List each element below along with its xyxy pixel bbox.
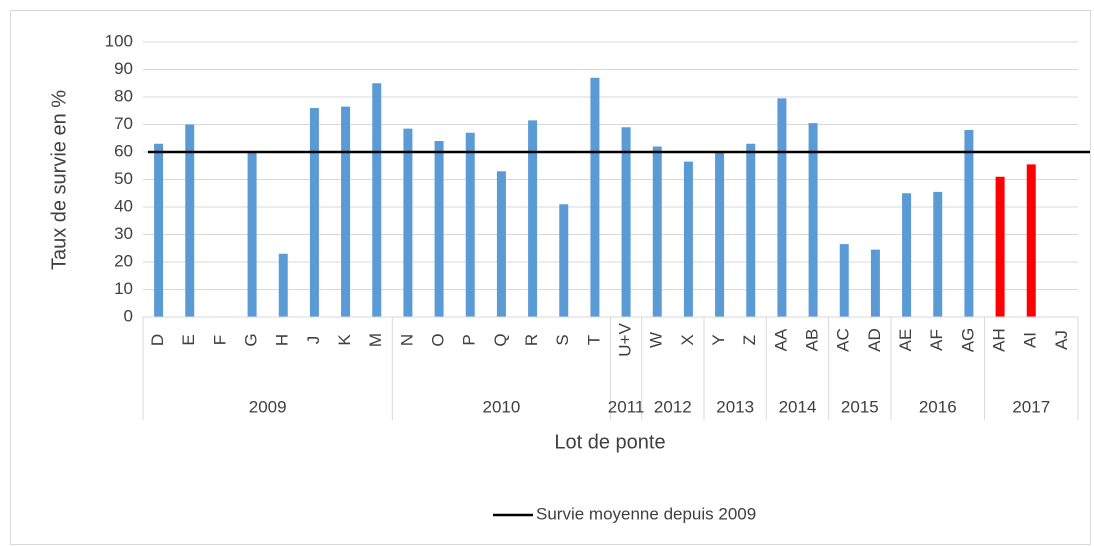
x-tick-label: T xyxy=(584,335,603,345)
x-tick-label: G xyxy=(242,333,261,346)
x-tick-label: P xyxy=(460,334,479,345)
group-label: 2015 xyxy=(841,397,879,416)
y-tick-label: 10 xyxy=(114,279,133,298)
x-tick-label: W xyxy=(647,332,666,348)
bar xyxy=(154,143,164,317)
y-tick-label: 30 xyxy=(114,224,133,243)
bar xyxy=(808,123,818,317)
y-axis-title: Taux de survie en % xyxy=(48,90,70,270)
x-tick-label: Z xyxy=(740,335,759,345)
group-label: 2017 xyxy=(1012,397,1050,416)
y-tick-label: 70 xyxy=(114,114,133,133)
x-tick-label: Y xyxy=(709,334,728,345)
y-tick-label: 100 xyxy=(105,31,133,50)
group-label: 2014 xyxy=(779,397,817,416)
x-tick-label: AB xyxy=(803,329,822,352)
x-tick-label: AG xyxy=(958,328,977,353)
y-tick-label: 20 xyxy=(114,251,133,270)
legend-label: Survie moyenne depuis 2009 xyxy=(536,504,756,523)
x-tick-label: AF xyxy=(927,329,946,351)
bar xyxy=(652,146,662,317)
y-tick-label: 40 xyxy=(114,196,133,215)
x-tick-label: R xyxy=(522,334,541,346)
group-label: 2011 xyxy=(608,397,645,416)
x-tick-label: E xyxy=(179,334,198,345)
x-tick-label: F xyxy=(210,335,229,345)
bar xyxy=(278,253,288,317)
group-label: 2009 xyxy=(249,397,287,416)
y-tick-label: 60 xyxy=(114,141,133,160)
bar xyxy=(185,124,195,317)
x-tick-label: AI xyxy=(1021,332,1040,348)
x-tick-label: AC xyxy=(834,328,853,352)
bar xyxy=(621,127,631,317)
x-tick-label: S xyxy=(553,334,572,345)
y-tick-label: 80 xyxy=(114,86,133,105)
x-tick-label: N xyxy=(397,334,416,346)
bar xyxy=(933,191,943,317)
x-tick-label: Q xyxy=(491,333,510,346)
group-label: 2013 xyxy=(716,397,754,416)
bar xyxy=(247,152,257,317)
bar xyxy=(964,130,974,317)
bar xyxy=(1026,164,1036,317)
y-tick-label: 50 xyxy=(114,169,133,188)
bar xyxy=(902,193,912,317)
x-tick-label: AA xyxy=(771,328,790,351)
bar xyxy=(746,143,756,317)
bar xyxy=(309,108,319,317)
group-label: 2016 xyxy=(919,397,957,416)
bar xyxy=(341,106,351,317)
x-tick-label: U+V xyxy=(616,323,635,357)
bar xyxy=(715,152,725,317)
x-tick-label: J xyxy=(304,336,323,345)
group-label: 2012 xyxy=(654,397,692,416)
x-tick-label: X xyxy=(678,334,697,345)
x-tick-label: AD xyxy=(865,328,884,352)
bar xyxy=(870,249,880,317)
bar xyxy=(777,98,787,317)
x-tick-label: AH xyxy=(990,328,1009,352)
x-tick-label: AE xyxy=(896,329,915,352)
bar xyxy=(372,83,382,317)
bar xyxy=(434,141,444,317)
bar xyxy=(528,120,538,317)
x-axis-title: Lot de ponte xyxy=(554,431,665,453)
bar xyxy=(465,132,475,317)
y-tick-label: 90 xyxy=(114,59,133,78)
x-tick-label: M xyxy=(366,333,385,347)
y-tick-label: 0 xyxy=(124,306,133,325)
x-tick-label: K xyxy=(335,334,354,346)
bar xyxy=(403,128,413,317)
group-label: 2010 xyxy=(483,397,521,416)
bar xyxy=(839,244,849,317)
bar xyxy=(590,77,600,317)
chart-frame xyxy=(10,10,1091,545)
bar xyxy=(496,171,506,317)
bar xyxy=(995,176,1005,317)
bar xyxy=(559,204,569,317)
x-tick-label: O xyxy=(429,333,448,346)
x-tick-label: AJ xyxy=(1052,330,1071,350)
x-tick-label: D xyxy=(148,334,167,346)
bar xyxy=(683,161,693,317)
x-tick-label: H xyxy=(273,334,292,346)
